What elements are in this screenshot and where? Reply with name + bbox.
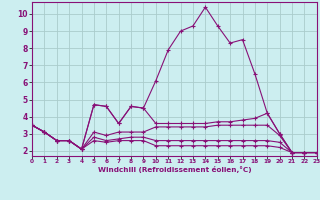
X-axis label: Windchill (Refroidissement éolien,°C): Windchill (Refroidissement éolien,°C) xyxy=(98,166,251,173)
